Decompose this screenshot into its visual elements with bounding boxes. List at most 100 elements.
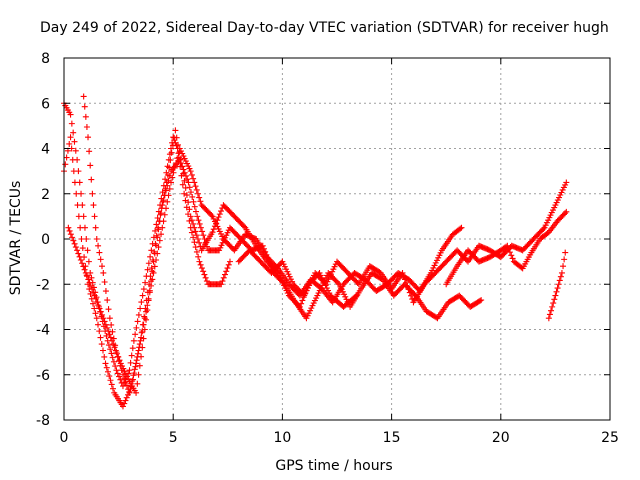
data-point [84,273,91,280]
data-point [190,234,197,241]
data-point [141,315,148,322]
data-point [91,213,98,220]
data-point [220,274,227,281]
data-point [169,174,176,181]
data-point [134,380,141,387]
data-point [65,224,72,231]
data-point [185,179,192,186]
data-point [96,305,103,312]
data-point [93,315,100,322]
data-point [97,308,104,315]
data-point [69,156,76,163]
data-point [71,240,78,247]
data-point [113,349,120,356]
data-point [112,342,119,349]
data-point [75,213,82,220]
data-point [114,370,121,377]
data-point [100,347,106,354]
data-point [199,228,206,235]
data-point [175,141,182,148]
data-point [215,214,222,221]
data-point [197,198,204,205]
data-point [67,111,74,118]
data-point [173,134,180,141]
data-point [161,211,168,218]
data-point [187,168,194,175]
data-point [130,372,137,379]
data-point [102,360,109,367]
data-point [185,199,192,206]
chart-title: Day 249 of 2022, Sidereal Day-to-day VTE… [40,20,609,36]
data-point [133,324,140,331]
data-point [225,261,232,268]
data-point [126,389,133,396]
data-point [127,383,134,390]
series-track-7 [545,249,569,322]
data-point [509,255,516,262]
data-point [102,288,109,295]
data-point [162,176,169,183]
data-point [75,250,82,257]
data-point [71,138,78,145]
data-point [89,190,96,197]
data-point [221,271,228,278]
data-point [191,179,198,186]
data-point [218,281,225,288]
data-point [558,269,565,276]
data-point [136,362,143,369]
data-point [551,296,558,303]
data-point [406,289,413,296]
data-point [168,179,175,186]
data-point [127,359,134,366]
data-point [129,345,136,352]
data-point [86,148,93,155]
data-point [170,169,177,176]
data-point [103,364,110,371]
data-point [169,142,176,149]
data-point [191,224,198,231]
data-point [138,299,145,306]
data-point [105,342,112,349]
data-point [334,279,341,286]
data-point [192,208,199,215]
data-point [90,289,97,296]
data-point [89,286,96,293]
data-point [401,276,408,283]
data-point [179,181,186,188]
data-point [87,162,94,169]
data-point [136,341,143,348]
data-point [167,157,174,164]
data-point [70,237,77,244]
data-point [226,258,233,265]
data-point [200,232,207,239]
data-point [110,335,117,342]
data-point [158,231,165,238]
y-tick-label: -6 [36,368,50,384]
data-point [183,192,190,199]
data-point [79,260,86,267]
data-point [194,213,201,220]
data-point [399,269,406,276]
data-point [184,176,191,183]
data-point [123,382,130,389]
data-point [476,297,483,304]
data-point [189,193,196,200]
data-point [78,236,85,242]
data-point [196,220,203,227]
data-point [121,400,128,407]
data-point [79,245,86,252]
data-point [145,260,152,267]
data-point [181,190,188,197]
y-tick-label: 8 [41,51,50,67]
data-point [91,292,98,299]
data-point [181,169,188,176]
data-point [121,375,128,382]
data-point [99,263,106,270]
data-point [142,279,149,286]
data-point [202,239,209,246]
data-point [100,315,107,322]
data-point [139,292,146,299]
data-point [106,315,113,322]
